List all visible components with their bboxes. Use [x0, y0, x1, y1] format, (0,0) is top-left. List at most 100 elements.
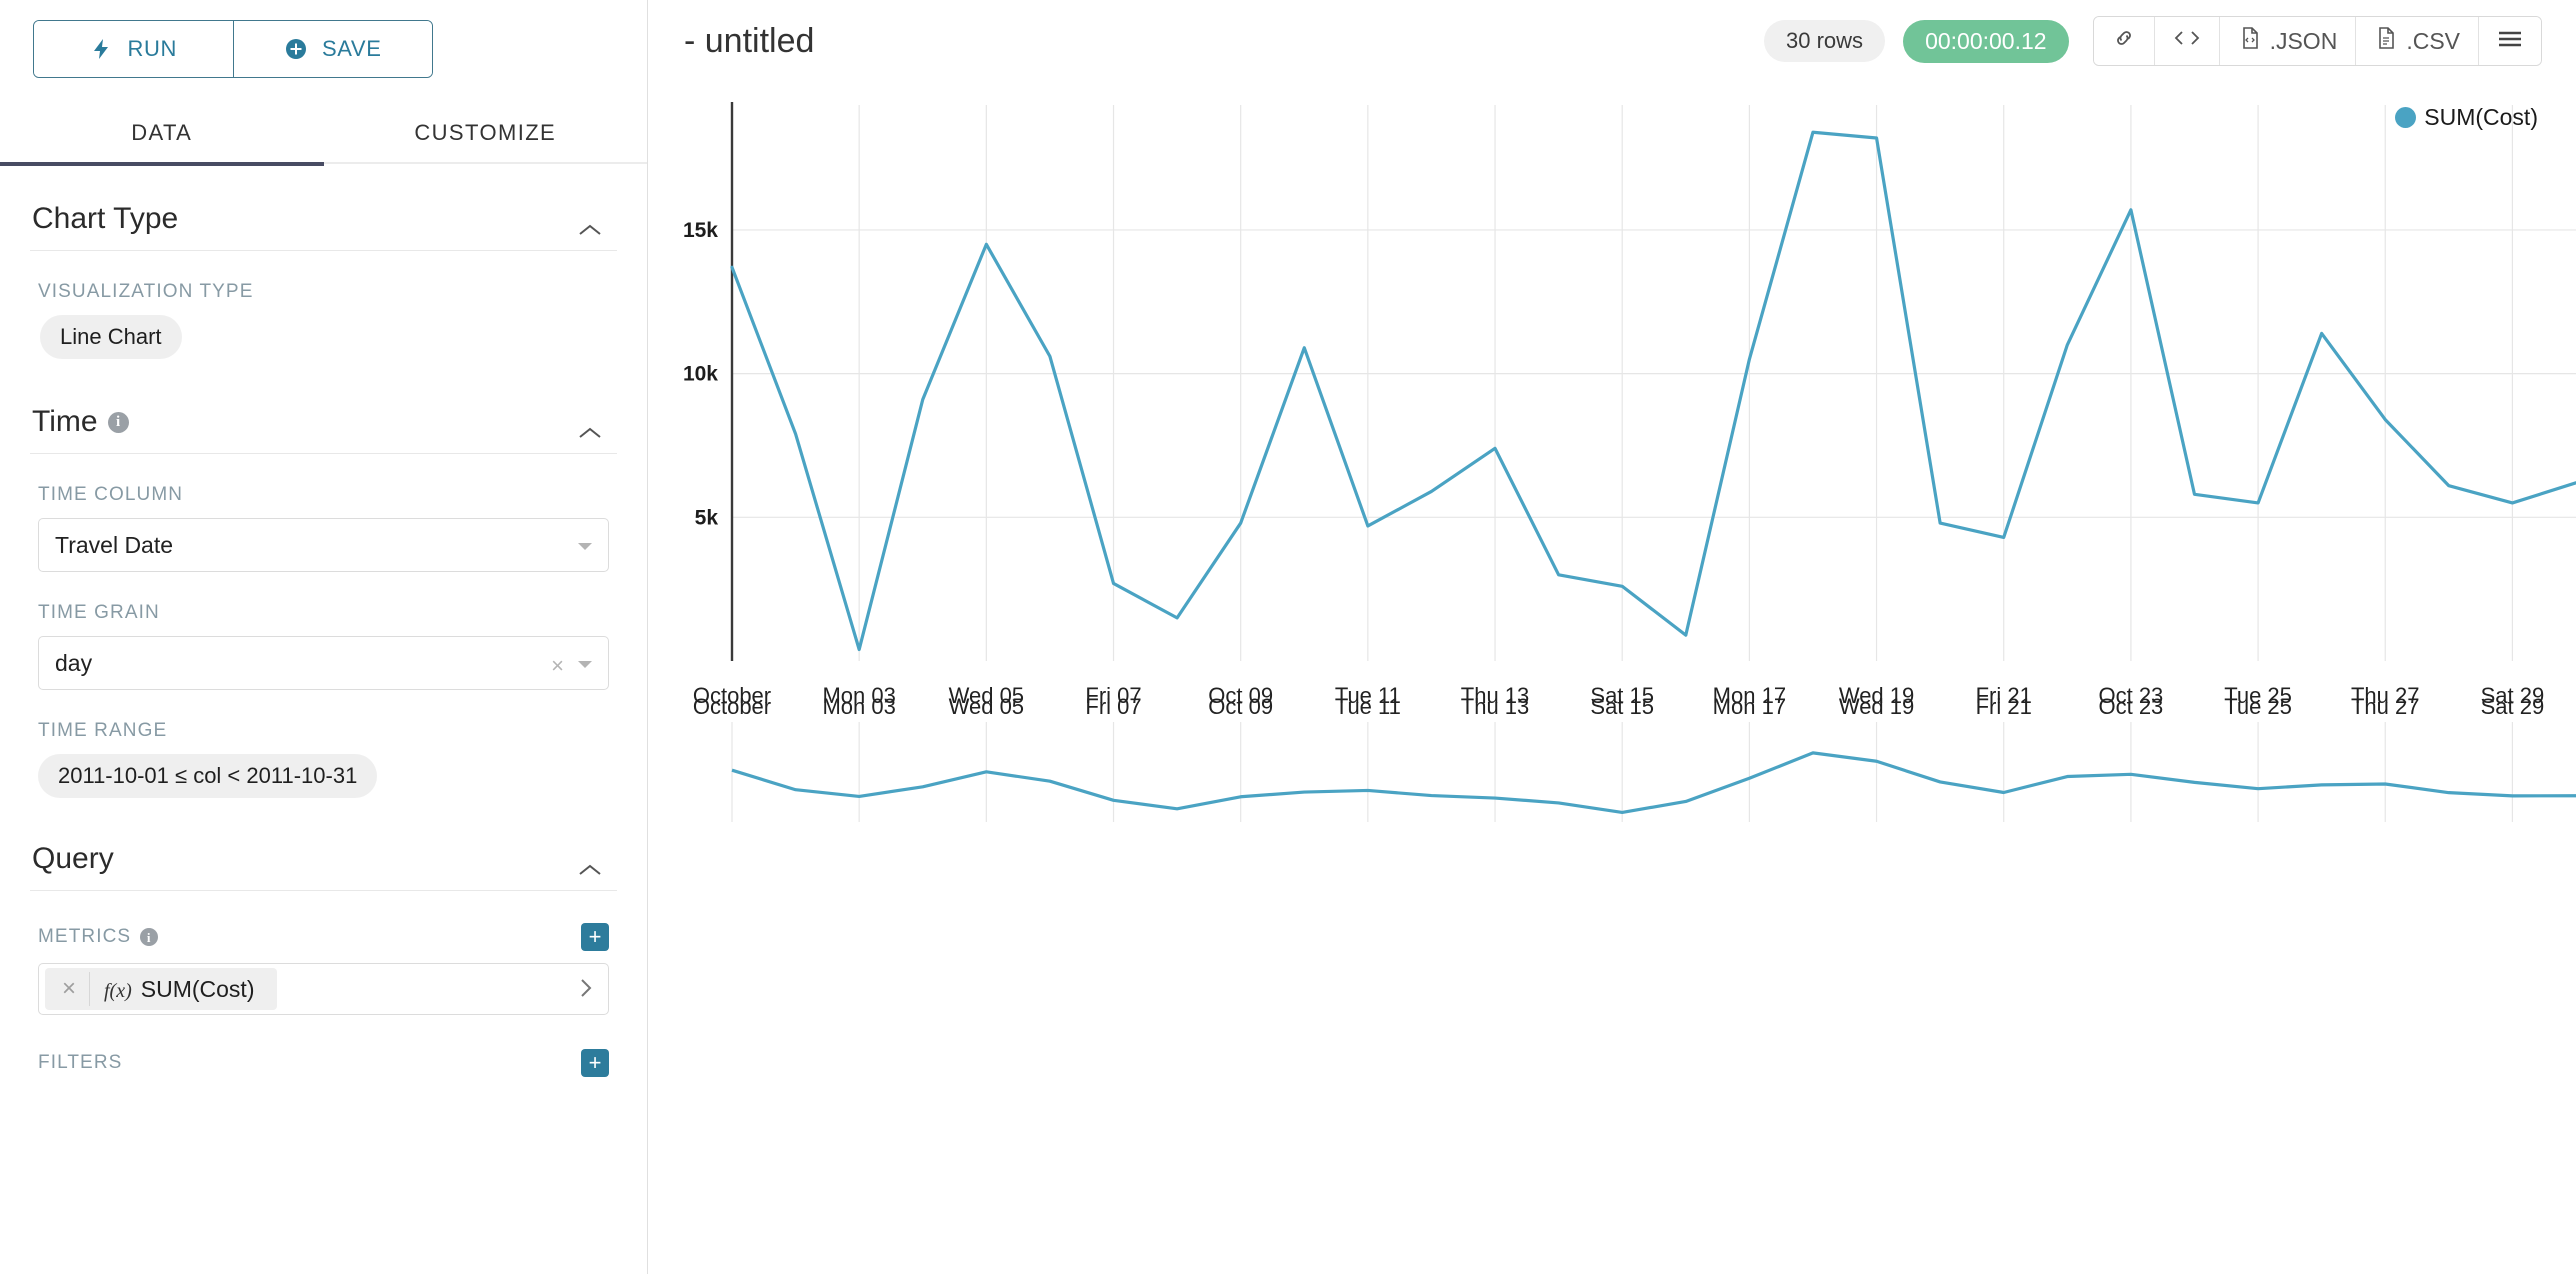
- svg-text:Oct 23: Oct 23: [2098, 683, 2163, 708]
- svg-text:Tue 25: Tue 25: [2224, 694, 2292, 719]
- tab-customize-label: CUSTOMIZE: [414, 120, 557, 145]
- svg-text:Oct 23: Oct 23: [2098, 694, 2163, 719]
- metric-label: SUM(Cost): [140, 975, 255, 1002]
- line-chart-svg: 5k 10k 15k October Mon 03 Wed 05 Fri 07 Oct 09 T…: [683, 102, 2576, 822]
- run-button[interactable]: RUN: [34, 21, 233, 77]
- time-column-label: TIME COLUMN: [38, 484, 184, 505]
- time-column-select[interactable]: Travel Date: [38, 518, 609, 572]
- svg-text:Tue 25: Tue 25: [2224, 683, 2292, 708]
- link-icon: [2112, 26, 2136, 56]
- tab-customize[interactable]: CUSTOMIZE: [324, 102, 648, 164]
- data-panel: Chart Type VISUALIZATION TYPE Line Chart…: [0, 164, 647, 1077]
- add-filter-button[interactable]: +: [581, 1049, 609, 1077]
- svg-text:Thu 13: Thu 13: [1461, 694, 1530, 719]
- legend-color-swatch: [2395, 107, 2417, 128]
- section-query[interactable]: Query: [30, 798, 617, 891]
- chevron-down-icon: [578, 661, 592, 668]
- export-json-button[interactable]: .JSON: [2218, 17, 2356, 65]
- metric-text: f(x) SUM(Cost): [90, 976, 273, 1003]
- svg-text:15k: 15k: [683, 219, 718, 242]
- svg-text:Mon 03: Mon 03: [822, 694, 895, 719]
- toolbar-right: 30 rows 00:00:00.12: [1764, 16, 2542, 66]
- svg-text:Tue 11: Tue 11: [1335, 683, 1401, 708]
- section-chart-type[interactable]: Chart Type: [30, 164, 617, 251]
- save-button-label: SAVE: [322, 36, 382, 61]
- field-time-column: TIME COLUMN Travel Date: [30, 484, 617, 572]
- section-time[interactable]: Time i: [30, 359, 617, 454]
- chevron-up-icon: [579, 413, 601, 438]
- svg-text:Sat 29: Sat 29: [2481, 683, 2545, 708]
- copy-link-button[interactable]: [2093, 17, 2154, 65]
- visualization-type-label: VISUALIZATION TYPE: [38, 281, 254, 302]
- svg-text:Mon 03: Mon 03: [822, 683, 895, 708]
- bolt-icon: [90, 37, 114, 61]
- run-button-label: RUN: [127, 36, 177, 61]
- plus-circle-icon: [284, 37, 308, 61]
- svg-text:Thu 13: Thu 13: [1461, 683, 1530, 708]
- field-time-range: TIME RANGE 2011-10-01 ≤ col < 2011-10-31: [30, 720, 617, 798]
- svg-text:10k: 10k: [683, 363, 718, 386]
- code-icon: [2173, 26, 2201, 56]
- row-count-badge: 30 rows: [1764, 20, 1886, 62]
- hamburger-icon: [2497, 28, 2523, 55]
- csv-file-icon: [2374, 26, 2398, 56]
- chevron-up-icon: [579, 210, 601, 235]
- sidebar-action-group: RUN SAVE: [33, 20, 433, 78]
- svg-text:5k: 5k: [695, 506, 719, 529]
- page-title: - untitled: [684, 21, 815, 60]
- json-file-icon: [2238, 26, 2262, 56]
- svg-text:Thu 27: Thu 27: [2351, 694, 2420, 719]
- chevron-up-icon: [579, 850, 601, 875]
- chart-panel: - untitled 30 rows 00:00:00.12: [648, 0, 2576, 1274]
- svg-text:Wed 19: Wed 19: [1839, 683, 1914, 708]
- time-grain-label: TIME GRAIN: [38, 602, 160, 623]
- clear-icon[interactable]: ×: [551, 653, 564, 678]
- svg-text:Thu 27: Thu 27: [2351, 683, 2420, 708]
- function-icon: f(x): [104, 979, 132, 1002]
- tab-data[interactable]: DATA: [0, 102, 324, 166]
- metrics-label: METRICS: [38, 926, 132, 947]
- metrics-label-group: METRICS i: [38, 926, 159, 948]
- time-grain-value: day: [55, 649, 93, 676]
- save-button[interactable]: SAVE: [232, 21, 432, 77]
- section-query-title: Query: [32, 842, 114, 875]
- time-range-value[interactable]: 2011-10-01 ≤ col < 2011-10-31: [38, 754, 378, 798]
- svg-text:Tue 11: Tue 11: [1335, 694, 1401, 719]
- export-csv-button[interactable]: .CSV: [2355, 17, 2478, 65]
- svg-text:October: October: [693, 694, 771, 719]
- view-code-button[interactable]: [2153, 17, 2219, 65]
- svg-text:Fri 21: Fri 21: [1976, 694, 2032, 719]
- export-json-label: .JSON: [2269, 27, 2338, 54]
- chevron-right-icon[interactable]: [574, 976, 598, 1000]
- svg-text:Oct 09: Oct 09: [1208, 683, 1273, 708]
- svg-text:Sat 29: Sat 29: [2481, 694, 2545, 719]
- info-icon[interactable]: i: [140, 928, 159, 946]
- control-sidebar: RUN SAVE DATA CUSTOMIZE: [0, 0, 648, 1274]
- svg-text:Fri 07: Fri 07: [1085, 683, 1141, 708]
- divider: [89, 972, 90, 1006]
- add-metric-button[interactable]: +: [581, 923, 609, 951]
- visualization-type-value[interactable]: Line Chart: [40, 315, 182, 359]
- section-time-title: Time: [32, 405, 98, 438]
- metric-chip[interactable]: × f(x) SUM(Cost): [45, 968, 277, 1010]
- filters-label: FILTERS: [38, 1052, 123, 1073]
- time-grain-select[interactable]: day ×: [38, 636, 609, 690]
- export-csv-label: .CSV: [2406, 27, 2460, 54]
- tab-data-label: DATA: [131, 120, 193, 145]
- chart-legend[interactable]: SUM(Cost): [2395, 104, 2538, 131]
- info-icon[interactable]: i: [107, 411, 129, 433]
- chart-toolbar: - untitled 30 rows 00:00:00.12: [648, 0, 2576, 82]
- svg-text:Wed 19: Wed 19: [1839, 694, 1914, 719]
- chevron-down-icon: [578, 543, 592, 550]
- legend-label: SUM(Cost): [2424, 104, 2538, 130]
- more-menu-button[interactable]: [2478, 17, 2541, 65]
- svg-text:Sat 15: Sat 15: [1590, 694, 1654, 719]
- svg-text:Wed 05: Wed 05: [949, 683, 1024, 708]
- svg-text:Oct 09: Oct 09: [1208, 694, 1273, 719]
- metric-item[interactable]: × f(x) SUM(Cost): [38, 963, 609, 1015]
- time-range-label: TIME RANGE: [38, 720, 168, 741]
- plot-area: 5k 10k 15k October Mon 03 Wed 05 Fri 07 Oct 09 T…: [648, 82, 2576, 1274]
- remove-metric-icon[interactable]: ×: [61, 975, 76, 1002]
- time-column-value: Travel Date: [55, 531, 174, 558]
